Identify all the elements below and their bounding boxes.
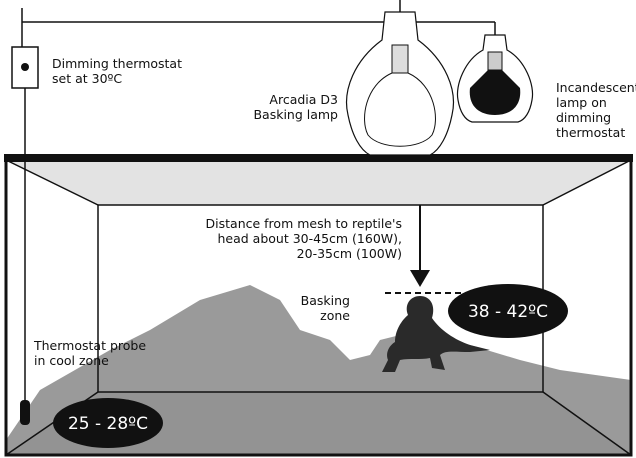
label-line: Dimming thermostat xyxy=(52,56,182,71)
arrow-head xyxy=(410,270,430,287)
label-line: lamp on xyxy=(556,95,607,110)
label-line: Arcadia D3 xyxy=(269,92,338,107)
label-line: thermostat xyxy=(556,125,625,140)
bulb-base xyxy=(487,51,503,71)
mesh-lid xyxy=(4,154,633,162)
label-line: head about 30-45cm (160W), xyxy=(217,231,402,246)
probe xyxy=(20,400,30,425)
label-line: 20-35cm (100W) xyxy=(297,246,402,261)
reptile xyxy=(382,296,490,372)
hot-temp: 38 - 42ºC xyxy=(468,302,548,322)
hot-pill xyxy=(448,284,568,338)
label-line: set at 30ºC xyxy=(52,71,122,86)
cool-temp: 25 - 28ºC xyxy=(68,414,148,434)
label-line: Thermostat probe xyxy=(33,338,146,353)
thermostat-dial xyxy=(21,63,29,71)
label-line: in cool zone xyxy=(34,353,109,368)
label-line: Basking lamp xyxy=(253,107,338,122)
label-line: zone xyxy=(320,308,350,323)
label-line: dimming xyxy=(556,110,611,125)
label-line: Basking xyxy=(301,293,350,308)
bulb xyxy=(469,70,521,115)
floor xyxy=(6,392,631,455)
tank-top xyxy=(6,160,631,205)
bulb-base xyxy=(391,44,409,74)
label-line: Incandescent xyxy=(556,80,636,95)
label-line: Distance from mesh to reptile's xyxy=(206,216,402,231)
bulb xyxy=(364,72,436,147)
cool-pill xyxy=(53,398,163,448)
